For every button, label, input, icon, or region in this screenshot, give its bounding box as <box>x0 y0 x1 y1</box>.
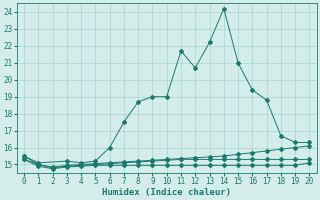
X-axis label: Humidex (Indice chaleur): Humidex (Indice chaleur) <box>102 188 231 197</box>
